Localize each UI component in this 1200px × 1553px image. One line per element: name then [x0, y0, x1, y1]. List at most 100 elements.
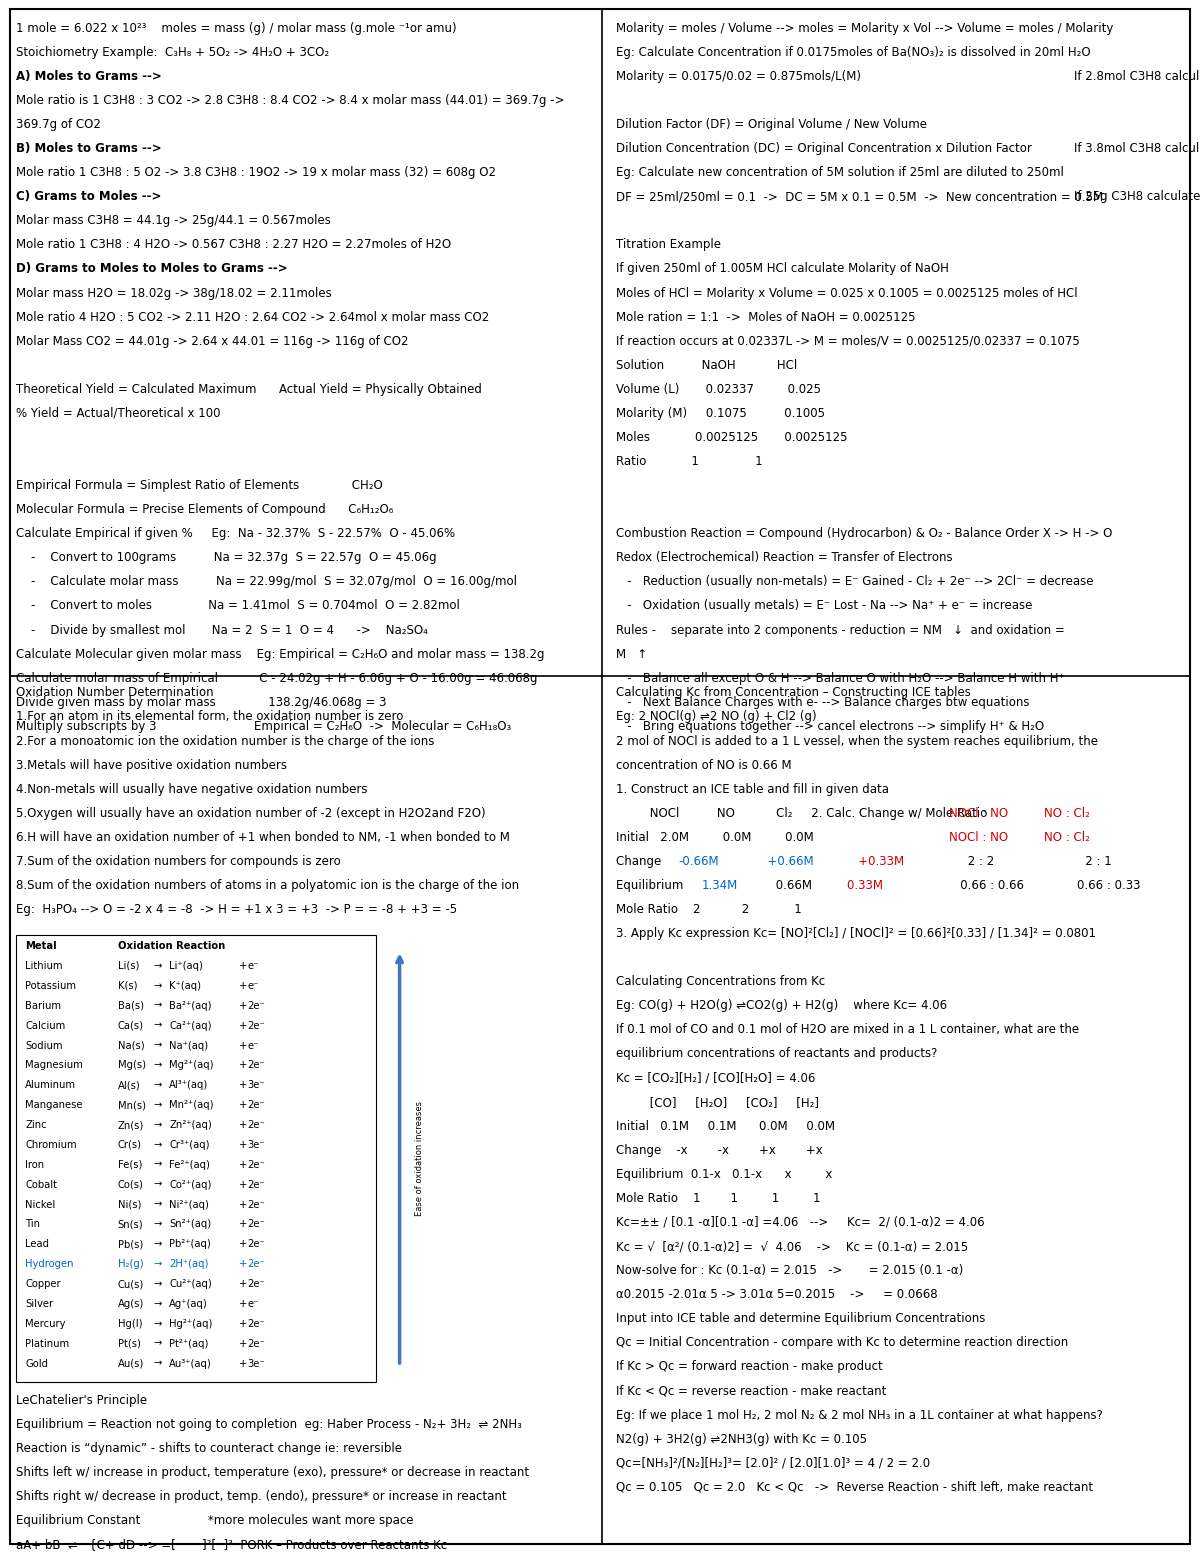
- Text: +: +: [239, 1180, 247, 1190]
- Text: Mn(s): Mn(s): [118, 1100, 145, 1110]
- Text: 2e⁻: 2e⁻: [247, 1239, 265, 1249]
- Text: 2e⁻: 2e⁻: [247, 1180, 265, 1190]
- Text: +: +: [239, 1100, 247, 1110]
- Text: +: +: [239, 1000, 247, 1011]
- Text: Mg²⁺(aq): Mg²⁺(aq): [169, 1061, 214, 1070]
- Text: 2e⁻: 2e⁻: [247, 1020, 265, 1031]
- Text: 2e⁻: 2e⁻: [247, 1318, 265, 1329]
- Text: 369.7g of CO2: 369.7g of CO2: [16, 118, 101, 130]
- Text: Co²⁺(aq): Co²⁺(aq): [169, 1180, 211, 1190]
- Text: Al(s): Al(s): [118, 1081, 140, 1090]
- Text: →: →: [154, 1041, 162, 1050]
- Text: Calculate Empirical if given %     Eg:  Na - 32.37%  S - 22.57%  O - 45.06%: Calculate Empirical if given % Eg: Na - …: [16, 526, 455, 540]
- Text: concentration of NO is 0.66 M: concentration of NO is 0.66 M: [616, 758, 791, 772]
- Text: Manganese: Manganese: [25, 1100, 83, 1110]
- Text: Sn²⁺(aq): Sn²⁺(aq): [169, 1219, 211, 1230]
- Text: Cu²⁺(aq): Cu²⁺(aq): [169, 1280, 212, 1289]
- Text: 0.66 : 0.33: 0.66 : 0.33: [1062, 879, 1140, 891]
- Text: +: +: [239, 1160, 247, 1169]
- Text: Ba(s): Ba(s): [118, 1000, 144, 1011]
- Text: Copper: Copper: [25, 1280, 61, 1289]
- Text: 4.Non-metals will usually have negative oxidation numbers: 4.Non-metals will usually have negative …: [16, 783, 367, 795]
- Text: Na⁺(aq): Na⁺(aq): [169, 1041, 209, 1050]
- Text: Kc=±± / [0.1 -α][0.1 -α] =4.06   -->     Kc=  2/ (0.1-α)2 = 4.06: Kc=±± / [0.1 -α][0.1 -α] =4.06 --> Kc= 2…: [616, 1216, 984, 1228]
- Text: Co(s): Co(s): [118, 1180, 144, 1190]
- Text: Mole ratio is 1 C3H8 : 3 CO2 -> 2.8 C3H8 : 8.4 CO2 -> 8.4 x molar mass (44.01) =: Mole ratio is 1 C3H8 : 3 CO2 -> 2.8 C3H8…: [16, 93, 564, 107]
- Text: If 3.8mol C3H8 calculate O2 in grams: If 3.8mol C3H8 calculate O2 in grams: [1044, 141, 1200, 155]
- Text: →: →: [154, 1359, 162, 1368]
- Text: Ca²⁺(aq): Ca²⁺(aq): [169, 1020, 211, 1031]
- Text: +: +: [239, 1199, 247, 1210]
- Text: Oxidation Reaction: Oxidation Reaction: [118, 941, 224, 950]
- Text: -   Oxidation (usually metals) = E⁻ Lost - Na --> Na⁺ + e⁻ = increase: - Oxidation (usually metals) = E⁻ Lost -…: [616, 599, 1032, 612]
- Text: If 25g C3H8 calculate moles of H2O: If 25g C3H8 calculate moles of H2O: [1044, 189, 1200, 203]
- Text: Molar Mass CO2 = 44.01g -> 2.64 x 44.01 = 116g -> 116g of CO2: Molar Mass CO2 = 44.01g -> 2.64 x 44.01 …: [16, 334, 408, 348]
- Text: +0.33M: +0.33M: [832, 854, 904, 868]
- Text: 1.34M: 1.34M: [702, 879, 738, 891]
- Text: -    Divide by smallest mol       Na = 2  S = 1  O = 4      ->    Na₂SO₄: - Divide by smallest mol Na = 2 S = 1 O …: [16, 623, 427, 637]
- Text: Moles            0.0025125       0.0025125: Moles 0.0025125 0.0025125: [616, 430, 847, 444]
- Text: +: +: [239, 1061, 247, 1070]
- Text: -    Convert to 100grams          Na = 32.37g  S = 22.57g  O = 45.06g: - Convert to 100grams Na = 32.37g S = 22…: [16, 551, 437, 564]
- Text: K⁺(aq): K⁺(aq): [169, 981, 202, 991]
- Text: Cr³⁺(aq): Cr³⁺(aq): [169, 1140, 210, 1149]
- Text: →: →: [154, 1259, 162, 1269]
- Text: If reaction occurs at 0.02337L -> M = moles/V = 0.0025125/0.02337 = 0.1075: If reaction occurs at 0.02337L -> M = mo…: [616, 334, 1079, 348]
- Text: Volume (L)       0.02337         0.025: Volume (L) 0.02337 0.025: [616, 382, 821, 396]
- Text: 2e⁻: 2e⁻: [247, 1339, 265, 1348]
- Text: 0.33M: 0.33M: [817, 879, 883, 891]
- Text: Gold: Gold: [25, 1359, 48, 1368]
- Text: Molarity (M)     0.1075          0.1005: Molarity (M) 0.1075 0.1005: [616, 407, 824, 419]
- Text: Qc = Initial Concentration - compare with Kc to determine reaction direction: Qc = Initial Concentration - compare wit…: [616, 1337, 1068, 1350]
- Text: Molarity = 0.0175/0.02 = 0.875mols/L(M): Molarity = 0.0175/0.02 = 0.875mols/L(M): [616, 70, 860, 82]
- Text: 3e⁻: 3e⁻: [247, 1081, 265, 1090]
- Text: Mole Ratio    2           2            1: Mole Ratio 2 2 1: [616, 904, 802, 916]
- Text: NOCl : NO: NOCl : NO: [949, 808, 1008, 820]
- Text: Solution          NaOH           HCl: Solution NaOH HCl: [616, 359, 797, 371]
- Text: 2e⁻: 2e⁻: [247, 1160, 265, 1169]
- Text: Dilution Factor (DF) = Original Volume / New Volume: Dilution Factor (DF) = Original Volume /…: [616, 118, 926, 130]
- Text: Moles of HCl = Molarity x Volume = 0.025 x 0.1005 = 0.0025125 moles of HCl: Moles of HCl = Molarity x Volume = 0.025…: [616, 286, 1078, 300]
- Text: Calculate molar mass of Empirical           C - 24.02g + H - 6.06g + O - 16.00g : Calculate molar mass of Empirical C - 24…: [16, 671, 538, 685]
- Text: LeChatelier's Principle: LeChatelier's Principle: [16, 1395, 146, 1407]
- Text: 3e⁻: 3e⁻: [247, 1140, 265, 1149]
- Text: Hg²⁺(aq): Hg²⁺(aq): [169, 1318, 212, 1329]
- Text: Mole ration = 1:1  ->  Moles of NaOH = 0.0025125: Mole ration = 1:1 -> Moles of NaOH = 0.0…: [616, 311, 916, 323]
- Text: 0.66 : 0.66: 0.66 : 0.66: [949, 879, 1025, 891]
- Bar: [16, 935, 376, 1382]
- Text: 2H⁺(aq): 2H⁺(aq): [169, 1259, 209, 1269]
- Text: Silver: Silver: [25, 1298, 53, 1309]
- Text: Fe(s): Fe(s): [118, 1160, 142, 1169]
- Text: Na(s): Na(s): [118, 1041, 144, 1050]
- Text: Calculating Kc from Concentration – Constructing ICE tables: Calculating Kc from Concentration – Cons…: [616, 686, 971, 699]
- Text: Ag⁺(aq): Ag⁺(aq): [169, 1298, 208, 1309]
- Text: 0.66M: 0.66M: [757, 879, 812, 891]
- Text: Molar mass H2O = 18.02g -> 38g/18.02 = 2.11moles: Molar mass H2O = 18.02g -> 38g/18.02 = 2…: [16, 286, 331, 300]
- Text: DF = 25ml/250ml = 0.1  ->  DC = 5M x 0.1 = 0.5M  ->  New concentration = 0.5M: DF = 25ml/250ml = 0.1 -> DC = 5M x 0.1 =…: [616, 189, 1103, 203]
- Text: Zinc: Zinc: [25, 1120, 47, 1131]
- Text: Oxidation Number Determination: Oxidation Number Determination: [16, 686, 214, 699]
- Text: →: →: [154, 1199, 162, 1210]
- Text: +: +: [239, 1318, 247, 1329]
- Text: -   Reduction (usually non-metals) = E⁻ Gained - Cl₂ + 2e⁻ --> 2Cl⁻ = decrease: - Reduction (usually non-metals) = E⁻ Ga…: [616, 575, 1093, 589]
- Text: +: +: [239, 1020, 247, 1031]
- Text: [CO]     [H₂O]     [CO₂]     [H₂]: [CO] [H₂O] [CO₂] [H₂]: [616, 1096, 818, 1109]
- Text: Pb²⁺(aq): Pb²⁺(aq): [169, 1239, 211, 1249]
- Text: Eg: If we place 1 mol H₂, 2 mol N₂ & 2 mol NH₃ in a 1L container at what happens: Eg: If we place 1 mol H₂, 2 mol N₂ & 2 m…: [616, 1409, 1103, 1421]
- Text: K(s): K(s): [118, 981, 137, 991]
- Text: →: →: [154, 981, 162, 991]
- Text: If 2.8mol C3H8 calculate CO2 in grams: If 2.8mol C3H8 calculate CO2 in grams: [1044, 70, 1200, 82]
- Text: +: +: [239, 981, 247, 991]
- Text: Calculating Concentrations from Kc: Calculating Concentrations from Kc: [616, 975, 824, 988]
- Text: 2.For a monoatomic ion the oxidation number is the charge of the ions: 2.For a monoatomic ion the oxidation num…: [16, 735, 434, 747]
- Text: Cr(s): Cr(s): [118, 1140, 142, 1149]
- Text: →: →: [154, 1100, 162, 1110]
- Text: M   ↑: M ↑: [616, 648, 647, 660]
- Text: Multiply subscripts by 3                          Empirical = C₂H₆O  ->  Molecul: Multiply subscripts by 3 Empirical = C₂H…: [16, 719, 511, 733]
- Text: Input into ICE table and determine Equilibrium Concentrations: Input into ICE table and determine Equil…: [616, 1312, 985, 1325]
- Text: Empirical Formula = Simplest Ratio of Elements              CH₂O: Empirical Formula = Simplest Ratio of El…: [16, 478, 383, 492]
- Text: +: +: [239, 1239, 247, 1249]
- Text: →: →: [154, 1239, 162, 1249]
- Text: Ratio            1               1: Ratio 1 1: [616, 455, 762, 467]
- Text: Molar mass C3H8 = 44.1g -> 25g/44.1 = 0.567moles: Molar mass C3H8 = 44.1g -> 25g/44.1 = 0.…: [16, 214, 330, 227]
